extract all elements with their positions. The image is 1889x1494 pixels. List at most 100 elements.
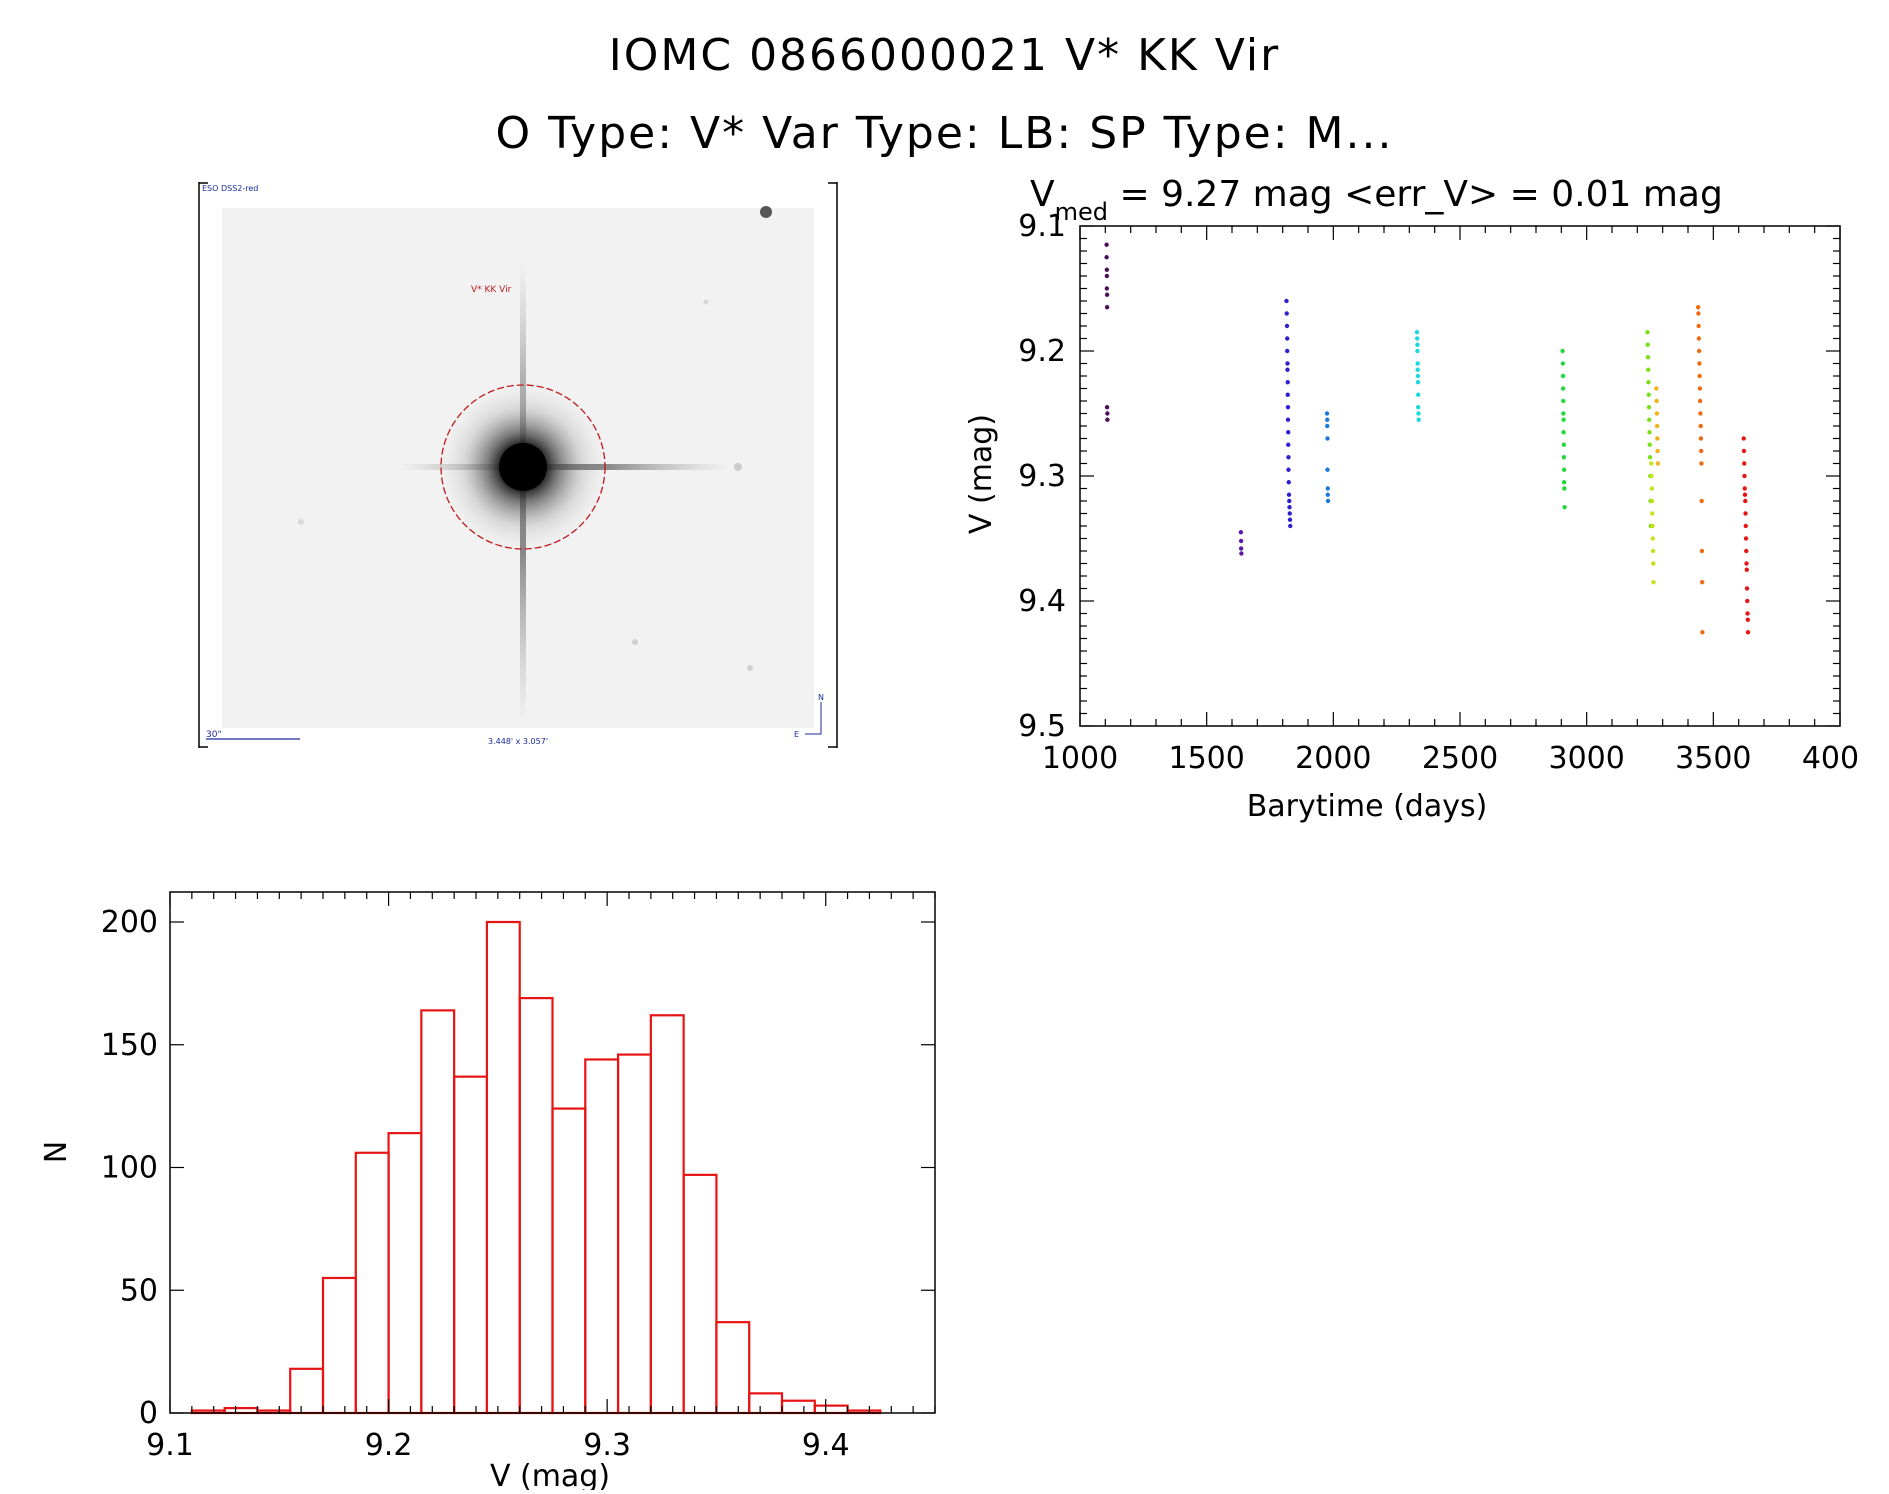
data-point: [1415, 380, 1421, 385]
data-point: [1744, 561, 1749, 566]
data-point: [1561, 411, 1566, 416]
data-point: [1744, 586, 1750, 591]
histogram-frame: [169, 891, 936, 1414]
data-point: [1646, 392, 1651, 397]
data-point: [1286, 467, 1291, 472]
data-point: [1695, 305, 1701, 310]
data-point: [1649, 461, 1654, 466]
data-point: [1325, 492, 1330, 497]
data-point: [1561, 442, 1567, 447]
data-point: [1650, 523, 1655, 529]
data-point: [1415, 367, 1420, 372]
histogram-bar: [813, 1404, 849, 1415]
data-point: [1416, 411, 1421, 416]
data-point: [1650, 511, 1655, 516]
y-tick-label: 9.1: [1018, 209, 1066, 244]
data-point: [1655, 448, 1660, 454]
data-point: [1287, 505, 1292, 510]
compass-arrows: [805, 702, 822, 735]
data-point: [1654, 386, 1659, 391]
light-curve-frame: [1079, 225, 1841, 727]
y-tick-label: 200: [101, 905, 158, 940]
x-tick-label: 9.4: [802, 1428, 850, 1463]
fov-label: 3.448' x 3.057': [488, 737, 548, 746]
data-point: [1646, 367, 1651, 372]
light-curve-points: [1104, 242, 1751, 635]
data-point: [1284, 311, 1289, 316]
data-point: [1745, 617, 1750, 622]
data-point: [1650, 536, 1655, 541]
data-point: [1697, 386, 1703, 391]
data-point: [1104, 286, 1110, 291]
histogram-bar: [682, 1173, 718, 1415]
light-curve-xlabel: Barytime (days): [1247, 789, 1488, 824]
data-point: [1655, 436, 1660, 441]
histogram-bar: [485, 920, 521, 1415]
data-point: [1654, 411, 1660, 416]
data-point: [1561, 480, 1567, 485]
data-point: [1104, 267, 1110, 272]
y-tick-label: 100: [101, 1151, 158, 1186]
data-point: [1104, 292, 1110, 297]
data-point: [1645, 355, 1651, 360]
data-point: [1325, 436, 1330, 441]
histogram-bar: [387, 1132, 423, 1415]
data-point: [1285, 336, 1290, 341]
histogram-bars: [190, 920, 882, 1415]
x-tick-label: 1000: [1042, 741, 1118, 776]
data-point: [1697, 373, 1702, 379]
histogram-axes: 9.1 9.2 9.3 9.4 0 50 100 150 200: [101, 891, 936, 1463]
data-point: [1562, 486, 1567, 491]
data-point: [1324, 411, 1330, 416]
data-point: [1645, 342, 1650, 347]
compass-north-label: N: [818, 693, 824, 702]
data-point: [1285, 367, 1290, 372]
star-core: [499, 443, 547, 491]
data-point: [1651, 580, 1656, 585]
data-point: [1700, 630, 1705, 635]
data-point: [1104, 255, 1109, 260]
data-point: [1325, 417, 1330, 422]
object-label: V* KK Vir: [471, 285, 512, 295]
field-star: [760, 206, 772, 218]
data-point: [1646, 405, 1652, 410]
data-point: [1416, 417, 1421, 422]
data-point: [1104, 305, 1110, 310]
data-point: [1105, 411, 1110, 416]
histogram-bar: [518, 997, 554, 1415]
data-point: [1285, 417, 1291, 422]
data-point: [1414, 330, 1420, 335]
data-point: [1238, 546, 1244, 551]
data-point: [1285, 405, 1291, 410]
data-point: [1105, 417, 1110, 422]
data-point: [1104, 242, 1109, 247]
y-tick-label: 9.4: [1018, 584, 1066, 619]
data-point: [1286, 442, 1291, 447]
data-point: [1744, 567, 1749, 572]
data-point: [1416, 392, 1421, 397]
x-tick-label: 3500: [1675, 741, 1751, 776]
data-point: [1325, 467, 1330, 472]
data-point: [1325, 486, 1330, 491]
data-point: [1560, 361, 1566, 366]
data-point: [1745, 598, 1750, 604]
page-subtitle: O Type: V* Var Type: LB: SP Type: M...: [495, 108, 1394, 159]
histogram-bar: [616, 1053, 652, 1415]
data-point: [1286, 430, 1291, 435]
data-point: [1287, 498, 1292, 504]
data-point: [1104, 405, 1110, 410]
data-point: [1286, 480, 1291, 485]
data-point: [1699, 461, 1704, 466]
data-point: [1655, 461, 1661, 466]
data-point: [1743, 523, 1748, 529]
data-point: [1561, 455, 1567, 460]
field-star: [734, 463, 742, 471]
x-tick-label: 3000: [1548, 741, 1624, 776]
data-point: [1285, 392, 1290, 397]
data-point: [1698, 436, 1704, 441]
data-point: [1654, 423, 1660, 429]
data-point: [1697, 361, 1702, 366]
data-point: [1415, 373, 1421, 379]
data-point: [1647, 430, 1652, 435]
data-point: [1560, 348, 1565, 354]
